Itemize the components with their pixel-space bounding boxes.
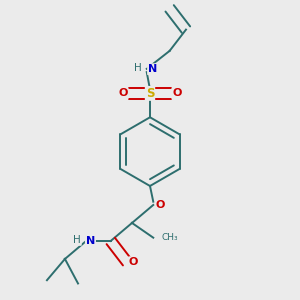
Text: O: O — [118, 88, 128, 98]
Text: N: N — [86, 236, 95, 246]
Text: O: O — [172, 88, 182, 98]
Text: N: N — [148, 64, 157, 74]
Text: H: H — [134, 63, 141, 73]
Text: O: O — [156, 200, 165, 210]
Text: S: S — [146, 87, 154, 100]
Text: H: H — [73, 235, 81, 245]
Text: O: O — [129, 257, 138, 267]
Text: CH₃: CH₃ — [161, 232, 178, 242]
